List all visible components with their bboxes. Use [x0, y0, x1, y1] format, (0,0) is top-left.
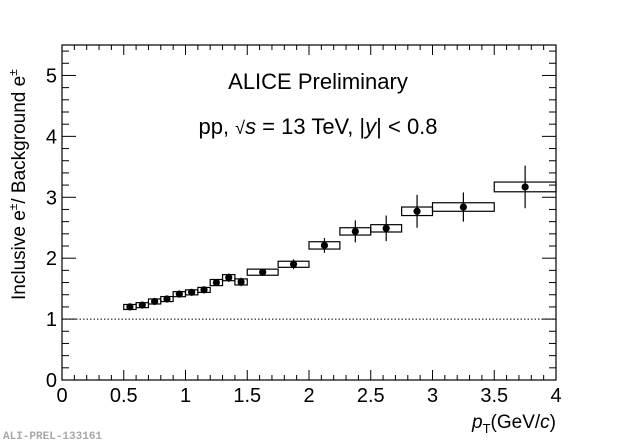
- figure-id-watermark: ALI-PREL-133161: [3, 431, 103, 443]
- data-point: [246, 268, 279, 276]
- y-tick-label: 2: [46, 248, 57, 270]
- x-title-p: p: [471, 412, 483, 433]
- data-marker: [521, 183, 529, 191]
- y-tick-label: 4: [46, 126, 57, 148]
- data-point: [277, 259, 310, 270]
- x-axis-title: pT(GeV/c): [471, 412, 556, 436]
- data-point: [123, 303, 137, 311]
- x-tick-label: 2.5: [357, 385, 385, 407]
- y-tick-label: 1: [46, 309, 57, 331]
- data-marker: [237, 278, 245, 286]
- data-point: [172, 290, 187, 298]
- x-title-sub: T: [483, 421, 491, 436]
- data-point: [147, 297, 162, 306]
- data-point: [197, 286, 211, 294]
- data-marker: [320, 241, 329, 249]
- data-marker: [163, 295, 171, 303]
- x-tick-label: 0: [56, 385, 67, 407]
- y-title-sup1: ±: [6, 203, 20, 210]
- data-marker: [212, 278, 220, 287]
- axes: 0 0.5 1 1.5 2 2.5 3 3.5 4 0 1 2 3 4 5: [46, 44, 562, 407]
- x-tick-label: 0.5: [110, 385, 138, 407]
- data-point: [184, 288, 199, 296]
- sqrt-symbol: √: [235, 118, 245, 138]
- data-point: [493, 165, 557, 209]
- data-marker: [225, 274, 233, 282]
- data-marker: [289, 260, 298, 268]
- data-marker: [351, 227, 359, 235]
- data-point: [431, 192, 495, 222]
- data-marker: [382, 224, 390, 232]
- data-point: [370, 215, 403, 242]
- x-tick-label: 3.5: [480, 385, 508, 407]
- data-marker: [259, 268, 267, 276]
- data-point: [221, 273, 236, 282]
- annot-mid: = 13 TeV, |: [256, 114, 365, 139]
- x-tick-label: 4: [550, 385, 561, 407]
- annotation-alice-preliminary: ALICE Preliminary: [228, 69, 408, 94]
- annot-prefix: pp,: [198, 114, 235, 139]
- x-title-unit-b: ): [550, 412, 556, 433]
- x-title-unit-a: (GeV/: [491, 412, 541, 433]
- data-point: [401, 194, 434, 228]
- x-title-c: c: [540, 412, 550, 433]
- annot-y: y: [363, 114, 378, 139]
- y-tick-label: 5: [46, 65, 57, 87]
- data-point: [234, 277, 248, 287]
- data-marker: [200, 286, 208, 294]
- plot-frame: [61, 44, 557, 381]
- y-title-a: Inclusive e: [9, 210, 30, 300]
- data-marks: [123, 165, 557, 311]
- data-point: [308, 238, 341, 253]
- y-title-sup2: ±: [6, 69, 20, 76]
- data-point: [339, 220, 372, 243]
- data-marker: [188, 288, 196, 296]
- y-tick-label: 3: [46, 187, 57, 209]
- x-tick-label: 1.5: [233, 385, 261, 407]
- y-title-b: / Background e: [9, 76, 30, 204]
- x-tick-label: 3: [427, 385, 438, 407]
- annot-suffix: | < 0.8: [376, 114, 437, 139]
- data-point: [135, 301, 150, 309]
- x-tick-label: 2: [303, 385, 314, 407]
- data-marker: [413, 207, 421, 215]
- data-point: [160, 295, 174, 303]
- annotation-collision-system: pp, √s = 13 TeV, |y| < 0.8: [198, 114, 437, 139]
- annot-s: s: [245, 114, 256, 139]
- data-marker: [138, 301, 146, 309]
- data-point: [209, 278, 224, 287]
- y-tick-label: 0: [46, 370, 57, 392]
- data-marker: [151, 297, 159, 306]
- y-axis-title: Inclusive e±/ Background e±: [6, 69, 30, 300]
- x-tick-label: 1: [180, 385, 191, 407]
- data-marker: [459, 203, 467, 211]
- data-marker: [126, 303, 134, 311]
- data-marker: [175, 290, 183, 298]
